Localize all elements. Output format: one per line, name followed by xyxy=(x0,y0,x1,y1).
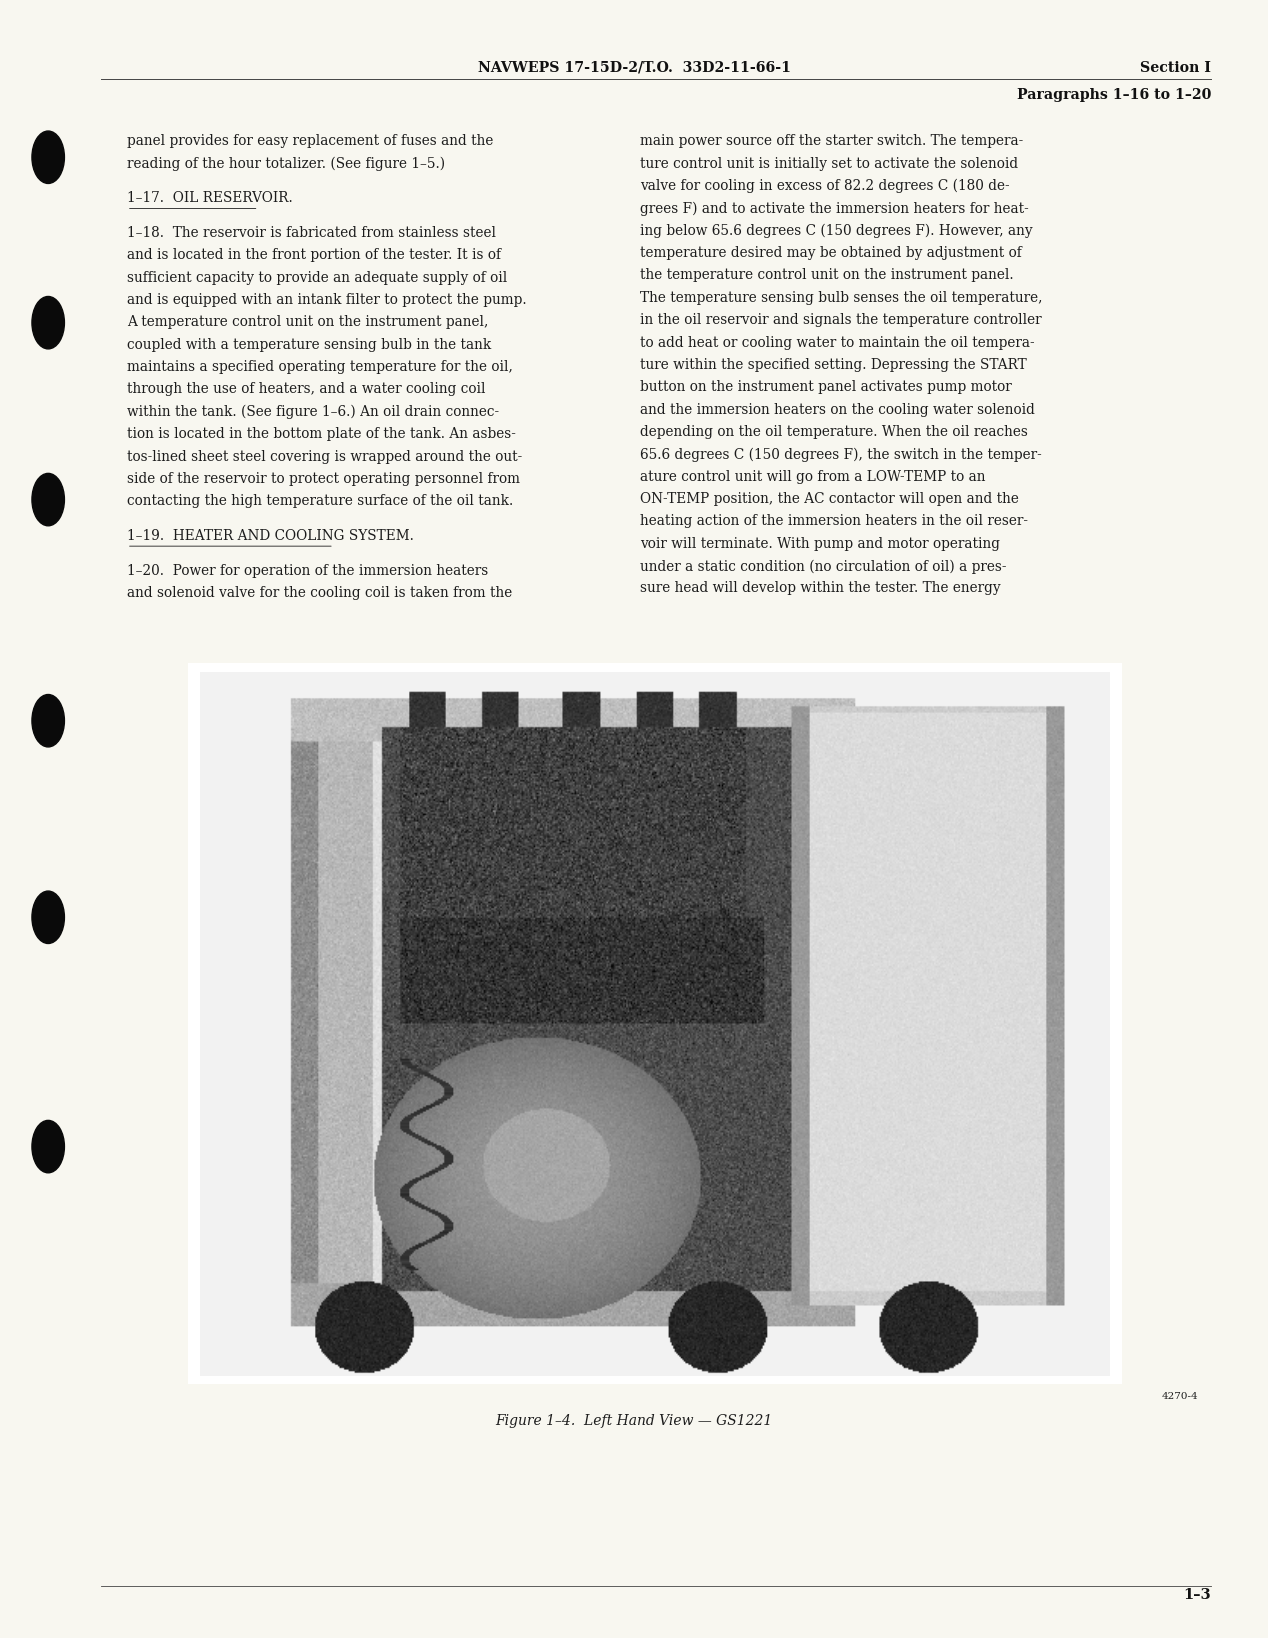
Ellipse shape xyxy=(32,473,65,526)
Ellipse shape xyxy=(32,1120,65,1173)
Text: through the use of heaters, and a water cooling coil: through the use of heaters, and a water … xyxy=(127,383,486,396)
Text: 4270-4: 4270-4 xyxy=(1161,1392,1198,1400)
Text: A temperature control unit on the instrument panel,: A temperature control unit on the instru… xyxy=(127,316,488,329)
Text: tos-lined sheet steel covering is wrapped around the out-: tos-lined sheet steel covering is wrappe… xyxy=(127,449,522,464)
Text: and solenoid valve for the cooling coil is taken from the: and solenoid valve for the cooling coil … xyxy=(127,586,512,600)
Text: The temperature sensing bulb senses the oil temperature,: The temperature sensing bulb senses the … xyxy=(640,292,1042,305)
Text: within the tank. (See figure 1–6.) An oil drain connec-: within the tank. (See figure 1–6.) An oi… xyxy=(127,405,498,419)
Text: sufficient capacity to provide an adequate supply of oil: sufficient capacity to provide an adequa… xyxy=(127,270,507,285)
Text: the temperature control unit on the instrument panel.: the temperature control unit on the inst… xyxy=(640,269,1014,282)
Text: ON-TEMP position, the AC contactor will open and the: ON-TEMP position, the AC contactor will … xyxy=(640,491,1019,506)
Text: coupled with a temperature sensing bulb in the tank: coupled with a temperature sensing bulb … xyxy=(127,337,491,352)
Text: grees F) and to activate the immersion heaters for heat-: grees F) and to activate the immersion h… xyxy=(640,201,1030,216)
Text: 1–3: 1–3 xyxy=(1183,1587,1211,1602)
Text: voir will terminate. With pump and motor operating: voir will terminate. With pump and motor… xyxy=(640,537,1000,550)
Text: sure head will develop within the tester. The energy: sure head will develop within the tester… xyxy=(640,581,1000,596)
Text: and the immersion heaters on the cooling water solenoid: and the immersion heaters on the cooling… xyxy=(640,403,1035,416)
Text: under a static condition (no circulation of oil) a pres-: under a static condition (no circulation… xyxy=(640,559,1007,573)
Text: heating action of the immersion heaters in the oil reser-: heating action of the immersion heaters … xyxy=(640,514,1028,529)
Text: 65.6 degrees C (150 degrees F), the switch in the temper-: 65.6 degrees C (150 degrees F), the swit… xyxy=(640,447,1042,462)
Text: tion is located in the bottom plate of the tank. An asbes-: tion is located in the bottom plate of t… xyxy=(127,428,516,441)
Ellipse shape xyxy=(32,695,65,747)
Text: 1–17.  OIL RESERVOIR.: 1–17. OIL RESERVOIR. xyxy=(127,192,293,205)
Text: temperature desired may be obtained by adjustment of: temperature desired may be obtained by a… xyxy=(640,246,1022,260)
Text: contacting the high temperature surface of the oil tank.: contacting the high temperature surface … xyxy=(127,495,514,508)
Text: valve for cooling in excess of 82.2 degrees C (180 de-: valve for cooling in excess of 82.2 degr… xyxy=(640,179,1011,193)
Text: 1–18.  The reservoir is fabricated from stainless steel: 1–18. The reservoir is fabricated from s… xyxy=(127,226,496,241)
Text: ature control unit will go from a LOW-TEMP to an: ature control unit will go from a LOW-TE… xyxy=(640,470,985,483)
Text: Section I: Section I xyxy=(1140,61,1211,75)
Text: Paragraphs 1–16 to 1–20: Paragraphs 1–16 to 1–20 xyxy=(1017,87,1211,102)
Text: ing below 65.6 degrees C (150 degrees F). However, any: ing below 65.6 degrees C (150 degrees F)… xyxy=(640,224,1033,238)
Ellipse shape xyxy=(32,296,65,349)
Text: maintains a specified operating temperature for the oil,: maintains a specified operating temperat… xyxy=(127,360,512,373)
Text: main power source off the starter switch. The tempera-: main power source off the starter switch… xyxy=(640,134,1023,149)
Text: 1–19.  HEATER AND COOLING SYSTEM.: 1–19. HEATER AND COOLING SYSTEM. xyxy=(127,529,413,542)
Ellipse shape xyxy=(32,131,65,183)
Text: side of the reservoir to protect operating personnel from: side of the reservoir to protect operati… xyxy=(127,472,520,486)
Text: to add heat or cooling water to maintain the oil tempera-: to add heat or cooling water to maintain… xyxy=(640,336,1035,349)
Text: Figure 1–4.  Left Hand View — GS1221: Figure 1–4. Left Hand View — GS1221 xyxy=(496,1414,772,1428)
Text: ture within the specified setting. Depressing the START: ture within the specified setting. Depre… xyxy=(640,359,1027,372)
Text: in the oil reservoir and signals the temperature controller: in the oil reservoir and signals the tem… xyxy=(640,313,1042,328)
Text: button on the instrument panel activates pump motor: button on the instrument panel activates… xyxy=(640,380,1012,395)
Text: ture control unit is initially set to activate the solenoid: ture control unit is initially set to ac… xyxy=(640,157,1018,170)
Text: and is located in the front portion of the tester. It is of: and is located in the front portion of t… xyxy=(127,249,501,262)
Text: depending on the oil temperature. When the oil reaches: depending on the oil temperature. When t… xyxy=(640,424,1028,439)
Text: and is equipped with an intank filter to protect the pump.: and is equipped with an intank filter to… xyxy=(127,293,526,306)
Text: 1–20.  Power for operation of the immersion heaters: 1–20. Power for operation of the immersi… xyxy=(127,563,488,578)
Ellipse shape xyxy=(32,891,65,943)
Text: NAVWEPS 17-15D-2/T.O.  33D2-11-66-1: NAVWEPS 17-15D-2/T.O. 33D2-11-66-1 xyxy=(478,61,790,75)
Text: reading of the hour totalizer. (See figure 1–5.): reading of the hour totalizer. (See figu… xyxy=(127,157,445,170)
Bar xyxy=(188,663,1122,1384)
Text: panel provides for easy replacement of fuses and the: panel provides for easy replacement of f… xyxy=(127,134,493,149)
